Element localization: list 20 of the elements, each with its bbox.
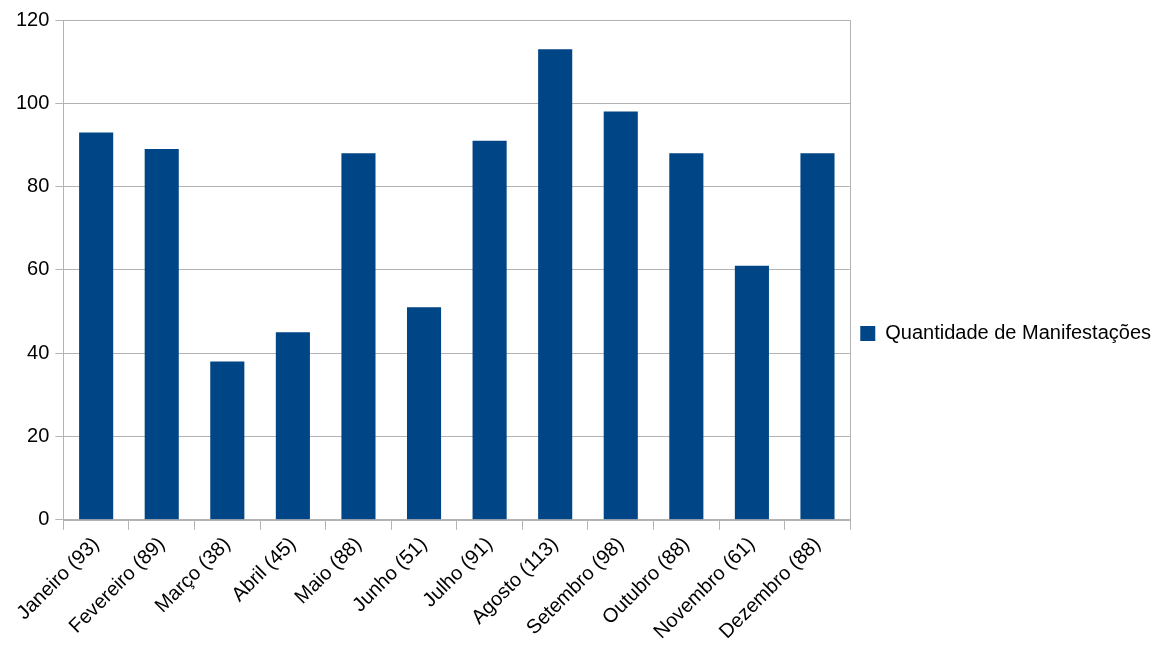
- y-tick-label: 20: [27, 423, 50, 446]
- y-tick-label: 40: [27, 340, 50, 363]
- bar: [79, 132, 114, 520]
- bar: [144, 149, 179, 520]
- bar: [800, 153, 835, 520]
- y-tick-label: 80: [27, 174, 50, 197]
- legend-label: Quantidade de Manifestações: [885, 321, 1151, 344]
- y-tick-label: 100: [15, 90, 50, 113]
- y-tick-label: 60: [27, 257, 50, 280]
- y-tick-label: 120: [15, 7, 50, 30]
- bar: [341, 153, 376, 520]
- bar: [538, 49, 573, 520]
- bar: [669, 153, 704, 520]
- y-tick-label: 0: [38, 507, 50, 530]
- bar: [603, 111, 638, 520]
- bar: [275, 332, 310, 520]
- bar: [210, 361, 245, 520]
- bar: [472, 140, 507, 520]
- bar: [734, 265, 769, 520]
- bar: [406, 307, 442, 520]
